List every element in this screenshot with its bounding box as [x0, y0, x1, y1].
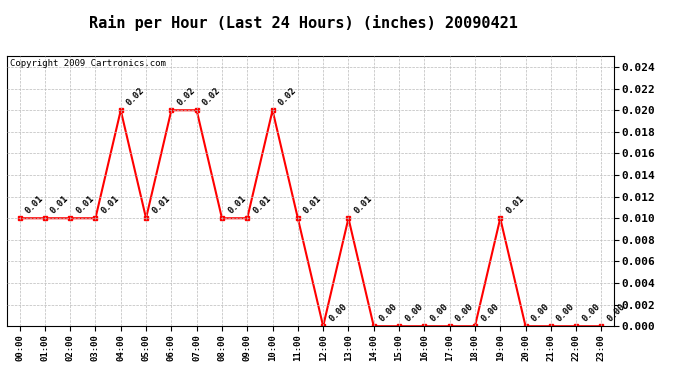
- Text: 0.00: 0.00: [428, 302, 450, 324]
- Text: 0.01: 0.01: [150, 194, 172, 216]
- Text: 0.01: 0.01: [99, 194, 121, 216]
- Text: 0.01: 0.01: [75, 194, 96, 216]
- Text: Copyright 2009 Cartronics.com: Copyright 2009 Cartronics.com: [10, 59, 166, 68]
- Text: 0.00: 0.00: [580, 302, 602, 324]
- Text: 0.01: 0.01: [251, 194, 273, 216]
- Text: 0.02: 0.02: [125, 86, 146, 108]
- Text: 0.01: 0.01: [302, 194, 324, 216]
- Text: 0.02: 0.02: [201, 86, 222, 108]
- Text: 0.00: 0.00: [606, 302, 627, 324]
- Text: 0.01: 0.01: [504, 194, 526, 216]
- Text: Rain per Hour (Last 24 Hours) (inches) 20090421: Rain per Hour (Last 24 Hours) (inches) 2…: [89, 15, 518, 31]
- Text: 0.00: 0.00: [378, 302, 400, 324]
- Text: 0.01: 0.01: [353, 194, 374, 216]
- Text: 0.00: 0.00: [555, 302, 577, 324]
- Text: 0.00: 0.00: [479, 302, 501, 324]
- Text: 0.00: 0.00: [403, 302, 425, 324]
- Text: 0.00: 0.00: [454, 302, 475, 324]
- Text: 0.00: 0.00: [327, 302, 349, 324]
- Text: 0.01: 0.01: [226, 194, 248, 216]
- Text: 0.01: 0.01: [49, 194, 70, 216]
- Text: 0.01: 0.01: [23, 194, 46, 216]
- Text: 0.02: 0.02: [277, 86, 298, 108]
- Text: 0.00: 0.00: [530, 302, 551, 324]
- Text: 0.02: 0.02: [175, 86, 197, 108]
